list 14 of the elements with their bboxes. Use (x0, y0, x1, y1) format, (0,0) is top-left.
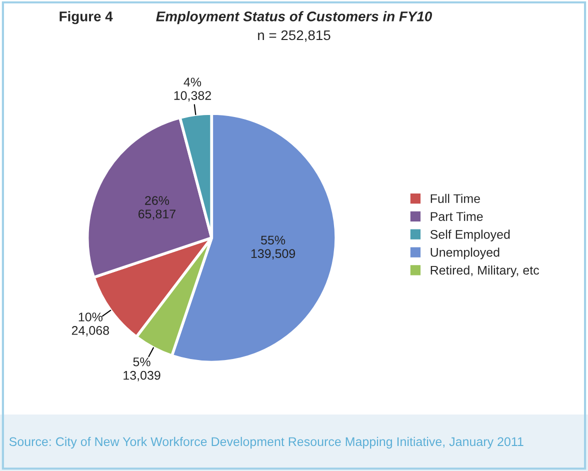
legend-label: Full Time (430, 194, 480, 204)
legend-label: Part Time (430, 212, 483, 221)
legend-label: Retired, Military, etc (430, 265, 540, 278)
data-label: 55% 139,509 (251, 236, 296, 260)
chart-title: Employment Status of Customers in FY10 (156, 11, 432, 24)
legend-label: Unemployed (430, 248, 500, 260)
chart-subtitle: n = 252,815 (258, 30, 330, 42)
data-label: 5% 13,039 (124, 358, 160, 382)
source-note: Source: City of New York Workforce Development Resource Mapping Initiative, January 2011 (9, 436, 524, 449)
data-label: 26% 65,817 (138, 196, 176, 220)
legend-label: Self Employed (430, 230, 510, 242)
data-label: 10% 24,068 (72, 312, 109, 336)
caption: Figure 4 (60, 11, 113, 24)
data-label: 4% 10,382 (174, 78, 211, 102)
